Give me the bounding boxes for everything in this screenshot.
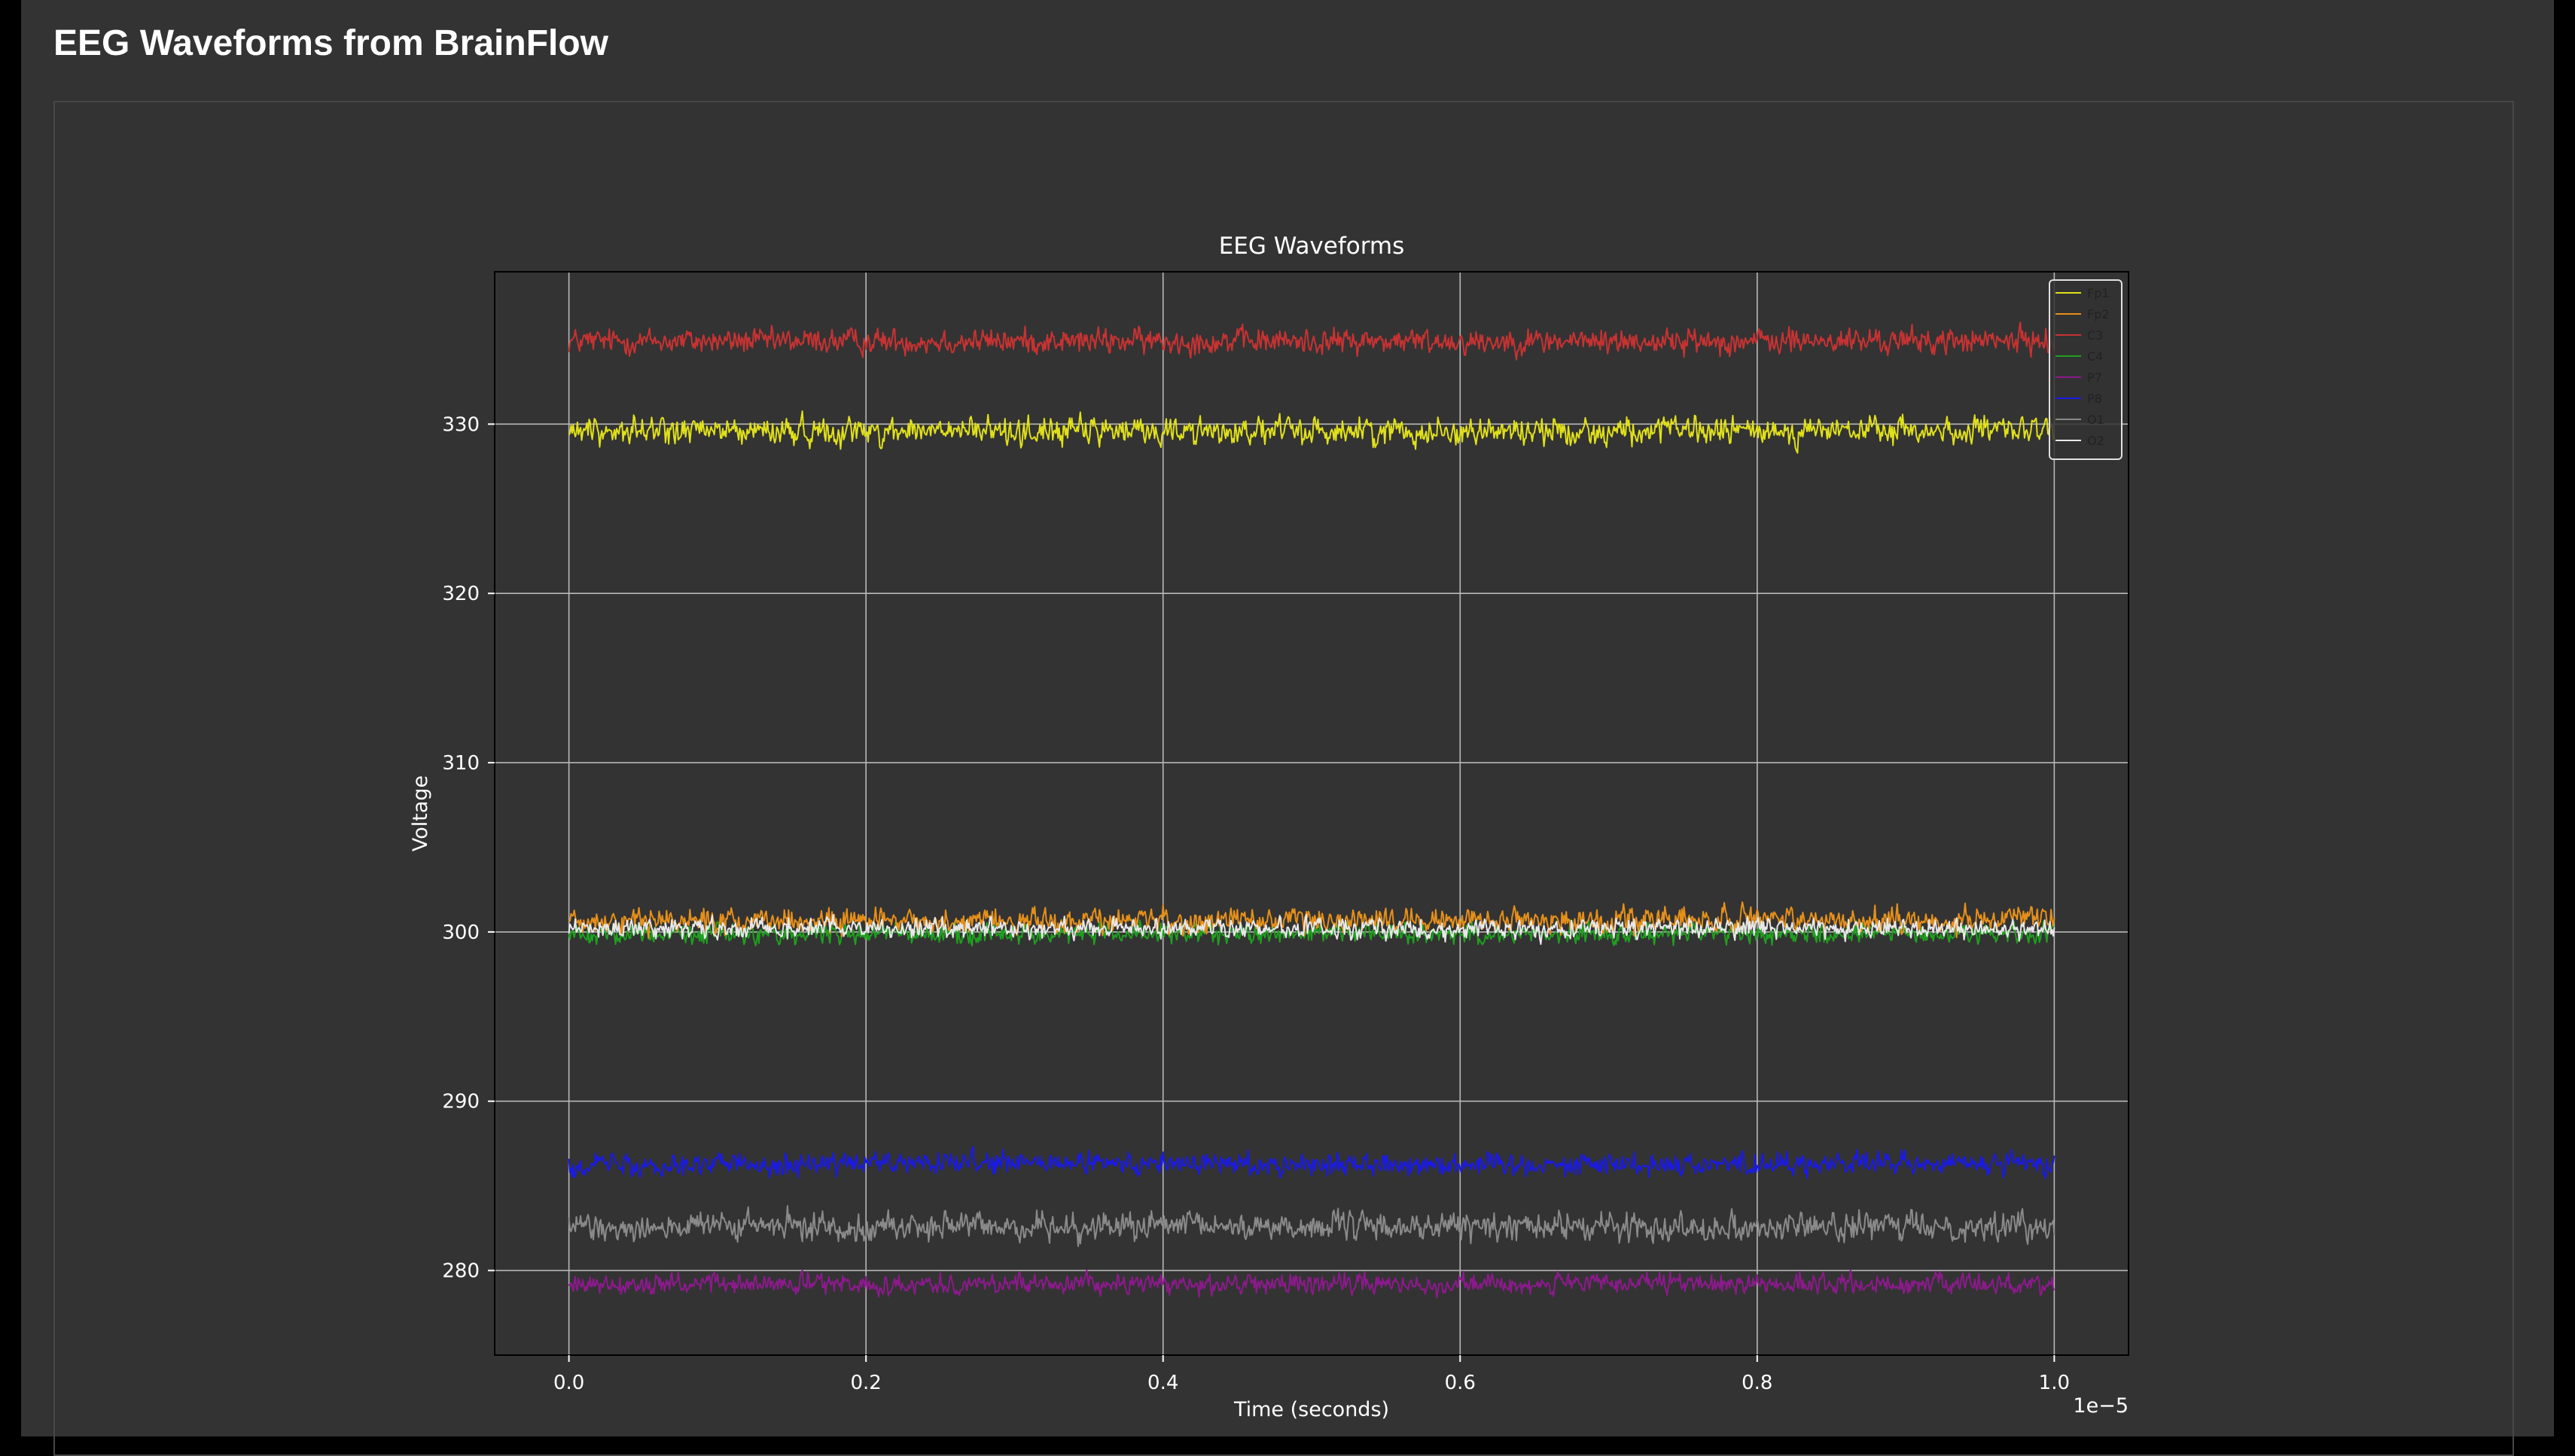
legend-entry: P7 — [2087, 370, 2102, 385]
x-axis-offset-text: 1e−5 — [2073, 1394, 2129, 1418]
x-axis-label: Time (seconds) — [1233, 1398, 1389, 1421]
x-tick-label: 0.0 — [553, 1372, 584, 1394]
legend-entry: O2 — [2087, 434, 2104, 448]
series-line-o1 — [568, 1205, 2055, 1247]
plot-frame — [494, 271, 2129, 1356]
legend-entry: Fp2 — [2087, 307, 2110, 321]
series-line-c3 — [568, 321, 2055, 361]
x-tick-label: 0.4 — [1147, 1372, 1178, 1394]
legend-entry: P8 — [2087, 391, 2102, 406]
x-tick-label: 0.6 — [1445, 1372, 1476, 1394]
page-title: EEG Waveforms from BrainFlow — [53, 23, 609, 63]
axis-ticks: 0.0 0.2 0.4 0.6 0.8 1.0 280 290 300 310 320 330 — [442, 413, 2070, 1394]
series-line-c4 — [568, 918, 2055, 947]
y-tick-label: 310 — [442, 752, 480, 775]
y-tick-label: 300 — [442, 921, 480, 944]
x-tick-label: 1.0 — [2039, 1372, 2070, 1394]
legend-entry: C4 — [2087, 349, 2103, 364]
y-tick-label: 330 — [442, 413, 480, 436]
x-tick-label: 0.8 — [1742, 1372, 1772, 1394]
legend-entry: Fp1 — [2087, 286, 2110, 300]
chart-title: EEG Waveforms — [1219, 233, 1405, 260]
series-line-p8 — [568, 1146, 2055, 1180]
series-line-p7 — [568, 1269, 2055, 1299]
y-tick-label: 290 — [442, 1091, 480, 1113]
legend-entry: C3 — [2087, 328, 2103, 343]
y-tick-label: 320 — [442, 583, 480, 605]
legend-box — [2049, 279, 2122, 460]
y-axis-label: Voltage — [409, 775, 432, 851]
series-layer — [568, 321, 2055, 1299]
series-line-o2 — [568, 913, 2055, 946]
x-tick-label: 0.2 — [851, 1372, 882, 1394]
legend: Fp1 Fp2 C3 C4 P7 P8 O1 O2 — [2049, 279, 2122, 460]
y-tick-label: 280 — [442, 1260, 480, 1283]
series-line-fp1 — [568, 410, 2055, 454]
legend-entry: O1 — [2087, 413, 2104, 427]
